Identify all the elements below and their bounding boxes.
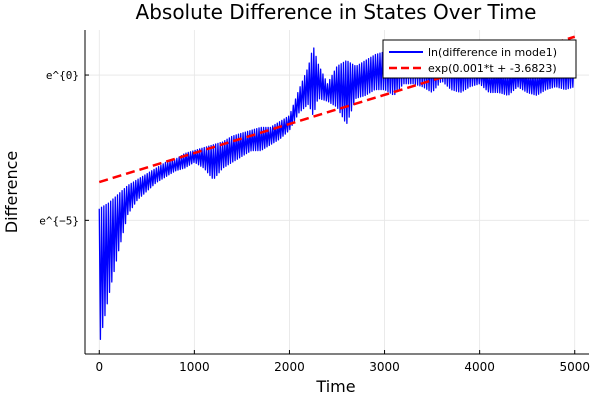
x-axis-label: Time (315, 377, 355, 396)
y-axis-label: Difference (2, 151, 21, 233)
legend-label-mode1: ln(difference in mode1) (428, 46, 557, 59)
legend: ln(difference in mode1) exp(0.001*t + -3… (382, 39, 577, 79)
ticks-layer: 0 1000 2000 3000 4000 5000 e^{0} e^{−5} (39, 69, 590, 374)
y-tick-label: e^{−5} (39, 214, 79, 227)
legend-label-exp-fit: exp(0.001*t + -3.6823) (428, 62, 557, 75)
legend-box (382, 39, 577, 79)
chart-title: Absolute Difference in States Over Time (136, 0, 537, 24)
axes-layer (84, 30, 589, 355)
x-tick-label: 0 (95, 360, 103, 374)
x-tick-label: 1000 (179, 360, 210, 374)
y-tick-label: e^{0} (46, 69, 79, 82)
x-tick-label: 4000 (464, 360, 495, 374)
series-line-mode1 (98, 47, 575, 340)
x-tick-label: 5000 (559, 360, 590, 374)
x-tick-label: 3000 (369, 360, 400, 374)
x-tick-label: 2000 (274, 360, 305, 374)
